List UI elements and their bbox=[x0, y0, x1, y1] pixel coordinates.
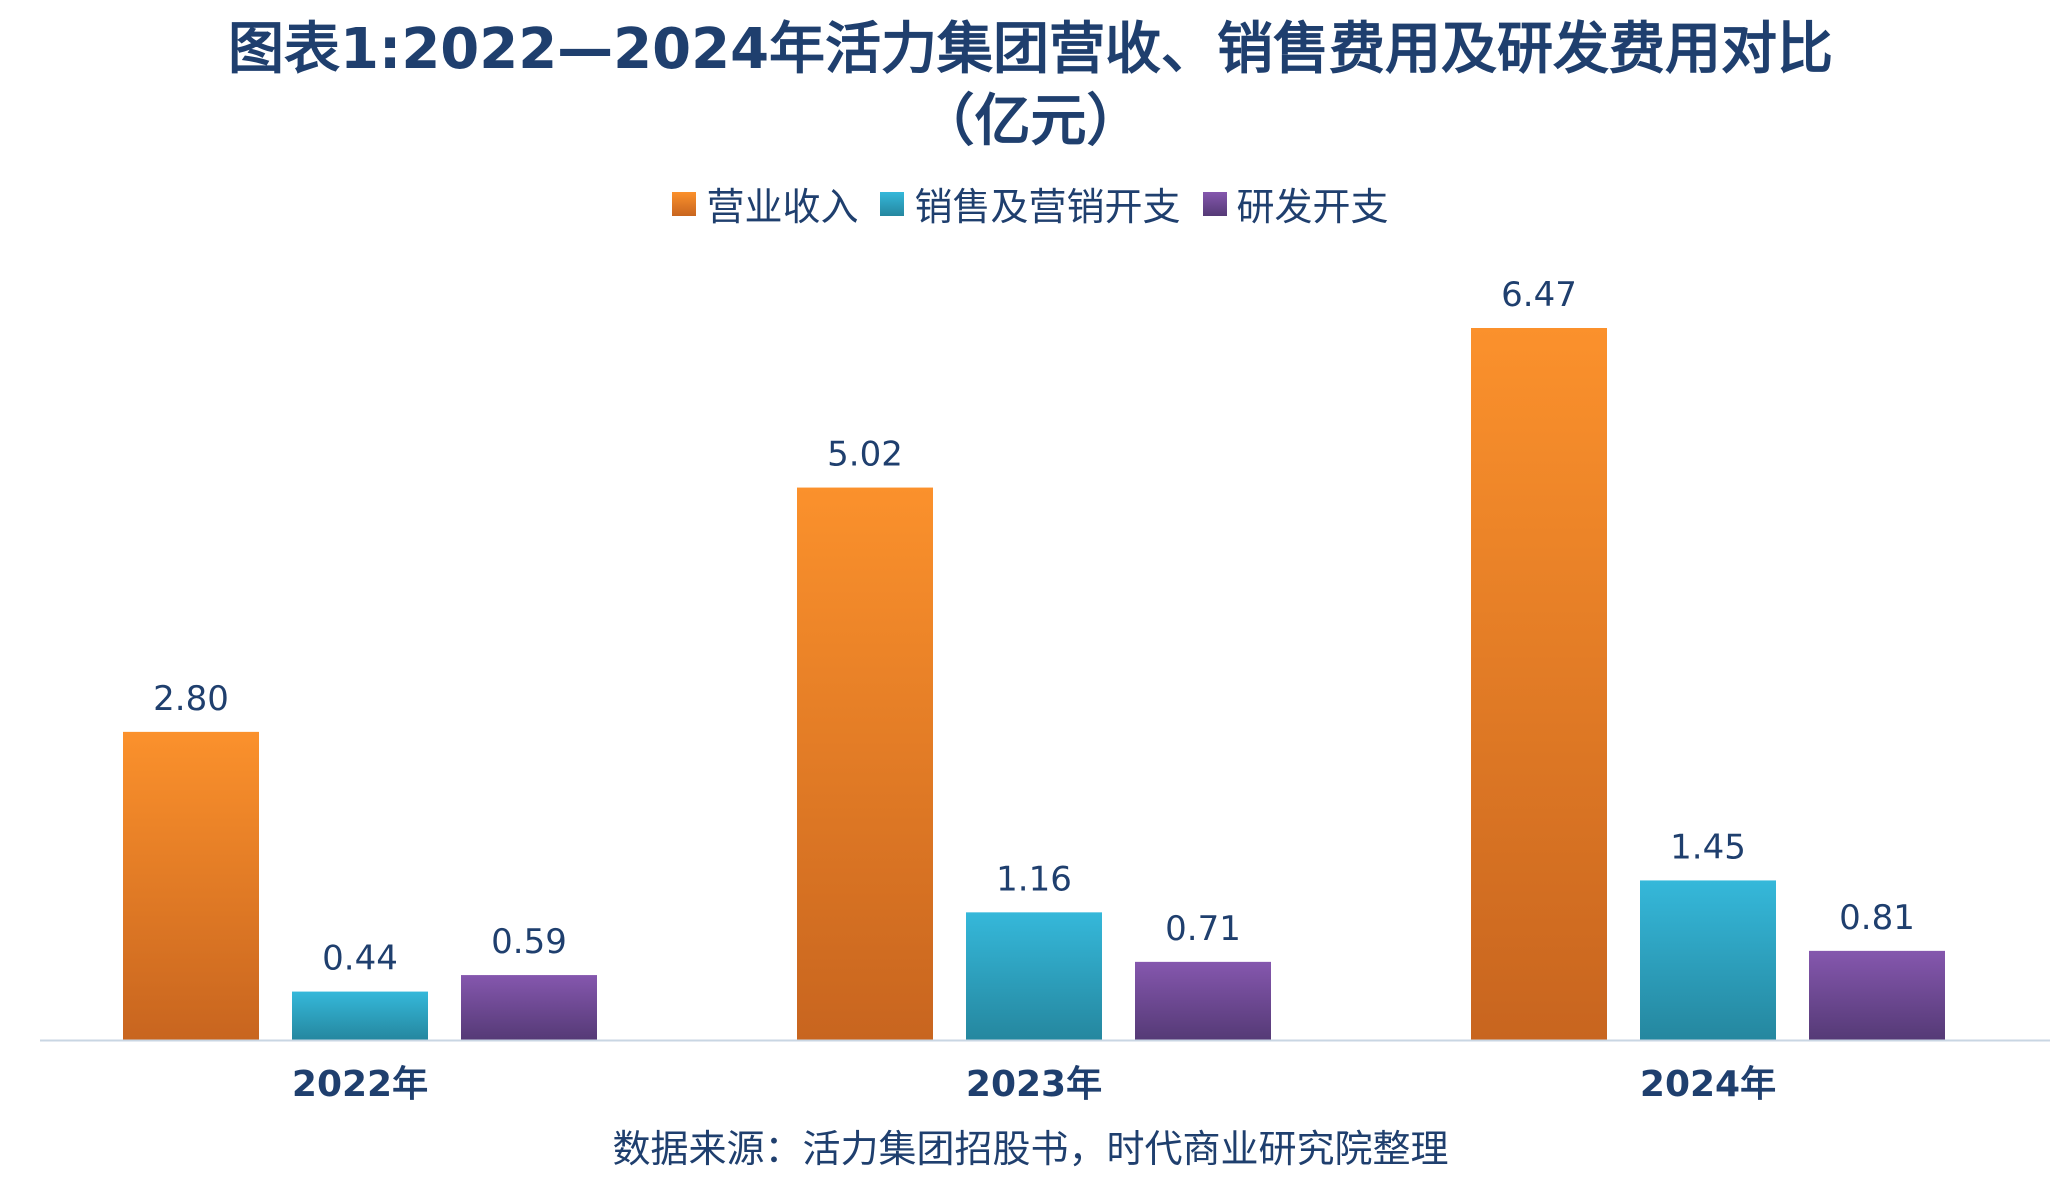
chart-title-unit: （亿元） bbox=[918, 89, 1143, 154]
data-label-marketing-2024年: 1.45 bbox=[1670, 827, 1746, 867]
legend-swatch-marketing bbox=[880, 191, 905, 216]
legend-label-rnd: 研发开支 bbox=[1236, 185, 1389, 229]
data-label-rnd-2024年: 0.81 bbox=[1839, 898, 1915, 938]
data-label-revenue-2024年: 6.47 bbox=[1501, 275, 1577, 315]
data-label-rnd-2022年: 0.59 bbox=[491, 922, 567, 962]
legend: 营业收入 销售及营销开支 研发开支 bbox=[0, 176, 2061, 231]
x-tick-label-2022年: 2022年 bbox=[292, 1064, 428, 1105]
legend-item-rnd: 研发开支 bbox=[1202, 176, 1389, 231]
data-label-revenue-2023年: 5.02 bbox=[827, 435, 903, 475]
legend-label-revenue: 营业收入 bbox=[706, 185, 859, 229]
data-label-marketing-2023年: 1.16 bbox=[996, 859, 1072, 899]
bar-marketing-2023年 bbox=[966, 912, 1102, 1040]
bar-revenue-2022年 bbox=[123, 731, 259, 1040]
bar-marketing-2022年 bbox=[292, 991, 428, 1040]
bar-rnd-2023年 bbox=[1135, 961, 1271, 1040]
legend-swatch-revenue bbox=[672, 191, 697, 216]
legend-item-marketing: 销售及营销开支 bbox=[880, 176, 1181, 231]
data-label-rnd-2023年: 0.71 bbox=[1165, 909, 1241, 949]
chart-title: 图表1:2022—2024年活力集团营收、销售费用及研发费用对比 bbox=[227, 17, 1834, 82]
data-label-marketing-2022年: 0.44 bbox=[322, 939, 398, 979]
bar-revenue-2023年 bbox=[797, 487, 933, 1040]
legend-swatch-rnd bbox=[1202, 191, 1227, 216]
data-source-note: 数据来源：活力集团招股书，时代商业研究院整理 bbox=[612, 1127, 1449, 1171]
bars-group: 2.80 0.44 0.59 5.02 1.16 0.71 6.47 1.45 0.81 bbox=[123, 275, 1945, 1040]
bar-rnd-2024年 bbox=[1809, 950, 1945, 1040]
bar-marketing-2024年 bbox=[1640, 880, 1776, 1040]
bar-revenue-2024年 bbox=[1471, 328, 1607, 1040]
x-tick-labels: 2022年 2023年 2024年 bbox=[292, 1064, 1776, 1105]
bar-rnd-2022年 bbox=[461, 975, 597, 1040]
x-tick-label-2023年: 2023年 bbox=[966, 1064, 1102, 1105]
legend-item-revenue: 营业收入 bbox=[672, 176, 858, 231]
data-label-revenue-2022年: 2.80 bbox=[153, 679, 229, 719]
x-tick-label-2024年: 2024年 bbox=[1640, 1064, 1776, 1105]
legend-label-marketing: 销售及营销开支 bbox=[914, 185, 1181, 229]
